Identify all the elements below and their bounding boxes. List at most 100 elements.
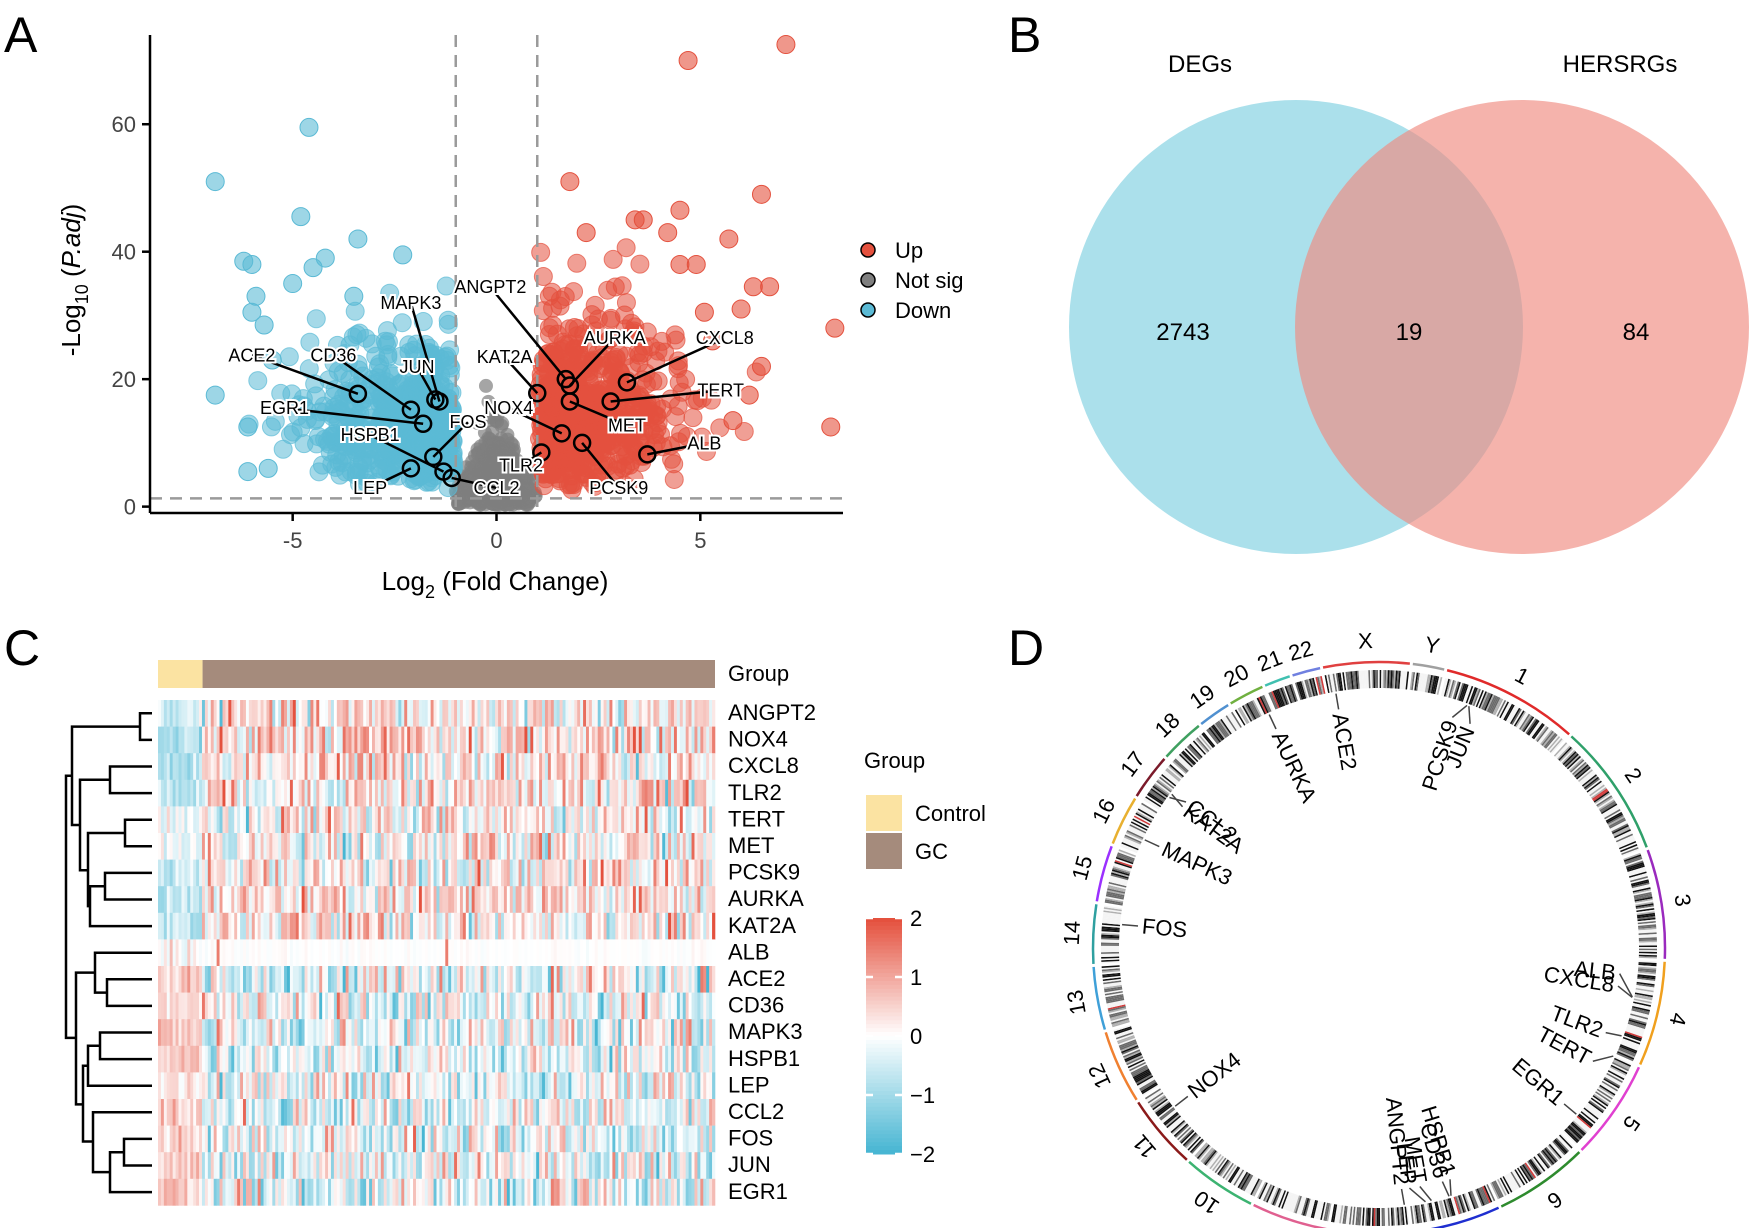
heatmap-cell	[407, 912, 411, 940]
heatmap-cell	[624, 833, 628, 860]
heatmap-cell	[316, 833, 320, 860]
heatmap-cell	[175, 806, 179, 834]
heatmap-cell	[556, 939, 560, 967]
point-down	[258, 458, 278, 478]
heatmap-cell	[207, 1099, 212, 1126]
heatmap-cell	[606, 833, 610, 860]
heatmap-cell	[418, 779, 423, 807]
heatmap-cell	[160, 912, 165, 940]
heatmap-cell	[231, 726, 235, 754]
heatmap-cell	[231, 886, 235, 914]
heatmap-cell	[465, 912, 470, 940]
highlight-label-nox4: NOX4	[484, 398, 533, 418]
heatmap-cell	[377, 806, 382, 834]
heatmap-cell	[330, 806, 335, 834]
heatmap-cell	[465, 1045, 470, 1073]
heatmap-cell	[272, 1045, 276, 1073]
point-down	[300, 332, 320, 352]
heatmap-cell	[627, 992, 631, 1020]
heatmap-cell	[673, 1045, 678, 1073]
heatmap-cell	[351, 912, 355, 940]
heatmap-cell	[304, 859, 308, 887]
heatmap-cell	[234, 1045, 238, 1073]
heatmap-cell	[477, 833, 481, 860]
heatmap-cell	[492, 966, 496, 993]
heatmap-cell	[254, 966, 258, 993]
heatmap-cell	[500, 859, 505, 887]
heatmap-cell	[492, 833, 496, 860]
heatmap-cell	[530, 1045, 534, 1073]
heatmap-cell	[169, 806, 173, 834]
heatmap-cell	[480, 700, 484, 727]
heatmap-cell	[289, 1019, 294, 1047]
heatmap-cell	[644, 992, 648, 1020]
heatmap-cell	[342, 939, 346, 967]
heatmap-cell	[512, 912, 516, 940]
heatmap-cell	[184, 1045, 188, 1073]
heatmap-cell	[500, 753, 505, 781]
heatmap-cell	[659, 753, 663, 781]
heatmap-cell	[263, 912, 267, 940]
highlight-label-ace2: ACE2	[228, 345, 275, 365]
heatmap-cell	[201, 806, 206, 834]
heatmap-cell	[653, 806, 657, 834]
heatmap-cell	[260, 779, 264, 807]
heatmap-cell	[609, 726, 613, 754]
heatmap-cell	[316, 859, 320, 887]
heatmap-cell	[245, 912, 250, 940]
heatmap-cell	[190, 912, 194, 940]
heatmap-cell	[193, 1099, 197, 1126]
heatmap-cell	[225, 992, 229, 1020]
heatmap-cell	[685, 992, 689, 1020]
heatmap-cell	[568, 806, 572, 834]
heatmap-cell	[671, 726, 675, 754]
point-notsig	[490, 407, 505, 422]
heatmap-cell	[325, 833, 329, 860]
heatmap-cell	[650, 779, 654, 807]
heatmap-cell	[483, 726, 487, 754]
heatmap-cell	[351, 1045, 355, 1073]
heatmap-cell	[430, 1072, 434, 1100]
heatmap-cell	[650, 700, 654, 727]
heatmap-cell	[612, 1045, 616, 1073]
heatmap-cell	[644, 886, 648, 914]
heatmap-cell	[278, 939, 282, 967]
heatmap-cell	[231, 1072, 235, 1100]
heatmap-cell	[509, 1072, 514, 1100]
heatmap-cell	[207, 859, 212, 887]
heatmap-cell	[518, 1019, 522, 1047]
heatmap-cell	[568, 1019, 572, 1047]
heatmap-cell	[234, 726, 238, 754]
heatmap-cell	[603, 1072, 607, 1100]
heatmap-cell	[374, 1045, 379, 1073]
heatmap-cell	[436, 859, 440, 887]
heatmap-cell	[536, 726, 540, 754]
heatmap-cell	[301, 939, 305, 967]
heatmap-cell	[316, 992, 320, 1020]
heatmap-cell	[624, 859, 628, 887]
heatmap-cell	[679, 912, 684, 940]
heatmap-cell	[433, 1019, 437, 1047]
heatmap-cell	[207, 966, 212, 993]
heatmap-cell	[175, 753, 179, 781]
heatmap-cell	[697, 1072, 701, 1100]
heatmap-cell	[471, 886, 475, 914]
heatmap-cell	[574, 886, 578, 914]
heatmap-cell	[383, 700, 387, 727]
heatmap-cell	[281, 726, 285, 754]
heatmap-cell	[433, 833, 437, 860]
heatmap-cell	[556, 726, 560, 754]
heatmap-cell	[536, 859, 540, 887]
heatmap-cell	[196, 779, 200, 807]
heatmap-cell	[193, 1045, 197, 1073]
heatmap-cell	[181, 1072, 185, 1100]
heatmap-cell	[201, 726, 206, 754]
heatmap-cell	[243, 1072, 247, 1100]
heatmap-cell	[565, 912, 569, 940]
heatmap-cell	[257, 966, 261, 993]
heatmap-cell	[629, 912, 634, 940]
heatmap-cell	[292, 1099, 297, 1126]
heatmap-cell	[565, 700, 569, 727]
heatmap-cell	[530, 806, 534, 834]
heatmap-cell	[380, 1045, 385, 1073]
